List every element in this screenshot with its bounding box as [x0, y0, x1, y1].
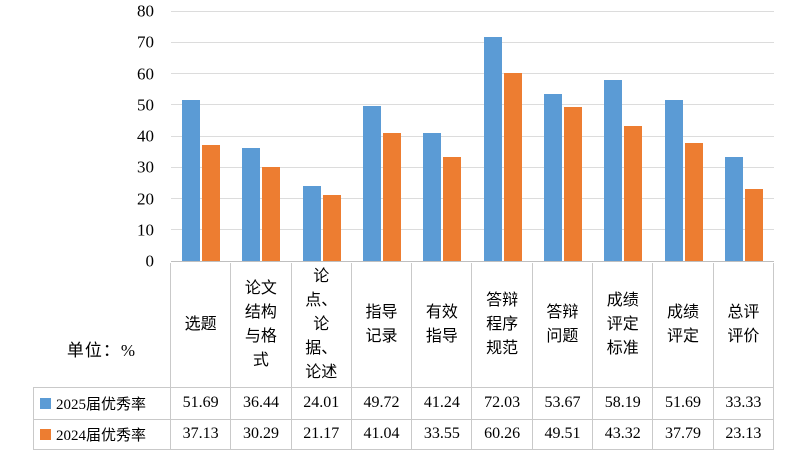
gridline	[171, 104, 774, 106]
table-value-cell: 43.32	[593, 418, 654, 450]
y-axis-tick-label: 0	[145, 251, 155, 271]
y-axis-tick-label: 50	[137, 95, 154, 115]
y-axis-tick-label: 60	[137, 64, 154, 84]
category-label-cell: 指导记录	[352, 263, 413, 387]
bar-2025届优秀率	[543, 93, 562, 261]
data-table: 单位：% 选题 论文结构与格式 论点、论据、论述 指导记录 有效指导 答辩程序规范 答辩问题成…	[33, 263, 774, 450]
y-axis-tick-label: 40	[137, 126, 154, 146]
bar-2025届优秀率	[604, 79, 623, 261]
category-label-cell: 成绩评定标准	[593, 263, 654, 387]
table-value-cell: 21.17	[291, 418, 352, 450]
bar-2025届优秀率	[363, 106, 382, 261]
bar-group	[653, 12, 713, 261]
category-label: 总评评价	[727, 304, 760, 345]
table-value-cell: 51.69	[171, 387, 232, 419]
bar-group	[593, 12, 653, 261]
bar-group	[472, 12, 532, 261]
category-label: 成绩评定标准	[606, 292, 639, 357]
bar-group	[292, 12, 352, 261]
bar-group	[714, 12, 774, 261]
y-axis-tick-label: 30	[137, 157, 154, 177]
gridline	[171, 11, 774, 12]
bar-2025届优秀率	[664, 100, 683, 261]
unit-label: 单位：%	[33, 263, 171, 387]
category-label-cell: 答辩问题	[533, 263, 594, 387]
category-label: 答辩程序规范	[486, 292, 519, 357]
legend-swatch-icon	[40, 397, 51, 409]
table-value-cell: 41.04	[351, 418, 413, 450]
bar-2024届优秀率	[563, 106, 582, 261]
category-label-cell: 答辩程序规范	[472, 263, 533, 387]
plot-area	[171, 11, 774, 262]
gridline	[171, 73, 774, 75]
category-label-cell: 有效指导	[412, 263, 473, 387]
legend-swatch-icon	[40, 428, 51, 440]
table-value-cell: 49.72	[351, 387, 413, 419]
table-value-cell: 36.44	[231, 387, 292, 419]
legend-cell: 2025届优秀率	[33, 387, 171, 419]
y-axis-tick-label: 70	[137, 32, 154, 52]
category-label-cell: 论文结构与格式	[231, 263, 292, 387]
bar-2024届优秀率	[322, 195, 341, 261]
table-value-cell: 53.67	[532, 387, 594, 419]
bar-2025届优秀率	[182, 100, 201, 261]
legend-series-name: 2024届优秀率	[56, 427, 147, 444]
bars-container	[171, 12, 774, 261]
table-value-cell: 33.55	[412, 418, 473, 450]
y-axis-tick-label: 10	[137, 220, 154, 240]
bar-2025届优秀率	[302, 186, 321, 261]
bar-group	[412, 12, 472, 261]
table-value-cell: 72.03	[472, 387, 533, 419]
gridline	[171, 228, 774, 230]
bar-group	[352, 12, 412, 261]
gridline	[171, 197, 774, 199]
bar-2024届优秀率	[443, 156, 462, 261]
table-value-cell: 23.13	[713, 418, 774, 450]
bar-2025届优秀率	[483, 36, 502, 261]
bar-2024届优秀率	[744, 189, 763, 261]
bar-group	[231, 12, 291, 261]
bar-group	[533, 12, 593, 261]
table-value-cell: 37.13	[171, 418, 232, 450]
gridline	[171, 42, 774, 44]
bar-group	[171, 12, 231, 261]
category-label-cell: 选题	[171, 263, 232, 387]
bar-2024届优秀率	[503, 73, 522, 261]
category-label-cell: 论点、论据、论述	[292, 263, 352, 387]
category-label: 答辩问题	[546, 304, 579, 345]
category-label-cell: 成绩评定	[653, 263, 714, 387]
bar-2024届优秀率	[383, 133, 402, 261]
bar-2025届优秀率	[724, 157, 743, 261]
table-value-cell: 33.33	[713, 387, 774, 419]
category-label: 论文结构与格式	[244, 280, 277, 369]
table-value-cell: 41.24	[412, 387, 473, 419]
y-axis-tick-label: 80	[137, 1, 154, 21]
table-value-cell: 58.19	[593, 387, 654, 419]
legend-cell: 2024届优秀率	[33, 418, 171, 450]
category-label: 论点、论据、论述	[305, 268, 338, 381]
table-value-cell: 37.79	[653, 418, 714, 450]
table-value-cell: 60.26	[472, 418, 533, 450]
table-value-cell: 51.69	[653, 387, 714, 419]
category-label: 有效指导	[425, 304, 458, 345]
gridline	[171, 166, 774, 168]
bar-2024届优秀率	[624, 126, 643, 261]
bar-2025届优秀率	[423, 132, 442, 261]
category-label-cell: 总评评价	[714, 263, 774, 387]
legend-series-name: 2025届优秀率	[56, 396, 147, 413]
category-label: 指导记录	[365, 304, 398, 345]
table-value-cell: 49.51	[532, 418, 594, 450]
table-value-cell: 24.01	[291, 387, 352, 419]
category-label: 选题	[184, 316, 217, 333]
bar-2024届优秀率	[262, 166, 281, 261]
bar-2024届优秀率	[202, 145, 221, 261]
bar-2025届优秀率	[242, 147, 261, 261]
category-label: 成绩评定	[667, 304, 700, 345]
table-value-cell: 30.29	[231, 418, 292, 450]
bar-2024届优秀率	[684, 143, 703, 261]
gridline	[171, 135, 774, 137]
y-axis-tick-label: 20	[137, 189, 154, 209]
